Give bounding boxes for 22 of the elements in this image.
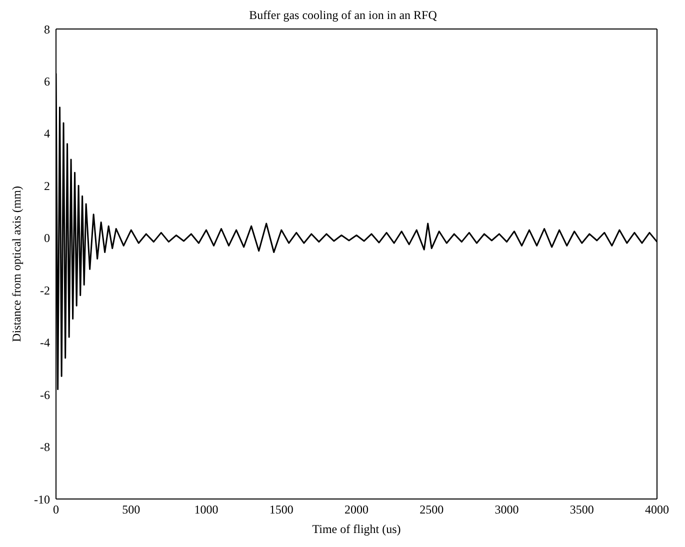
- x-tick-label: 500: [122, 502, 140, 517]
- y-tick-label: -6: [40, 388, 50, 402]
- x-tick-label: 1500: [269, 502, 294, 517]
- x-tick-label: 0: [53, 502, 59, 517]
- y-tick-label: -10: [34, 492, 50, 506]
- x-tick-label: 3000: [494, 502, 519, 517]
- y-tick-label: 6: [44, 74, 50, 88]
- x-axis-title: Time of flight (us): [312, 522, 401, 536]
- y-tick-label: -2: [40, 283, 50, 298]
- y-tick-label: -4: [40, 336, 50, 350]
- x-tick-label: 4000: [645, 502, 669, 517]
- y-tick-label: 8: [44, 22, 50, 36]
- x-tick-label: 2500: [420, 502, 444, 517]
- y-tick-label: 4: [44, 126, 50, 141]
- x-tick-label: 2000: [344, 502, 368, 517]
- chart-title: Buffer gas cooling of an ion in an RFQ: [248, 8, 438, 24]
- x-tick-label: 1000: [194, 502, 218, 517]
- y-tick-label: 0: [44, 231, 50, 246]
- y-tick-label: -8: [40, 440, 50, 454]
- x-tick-label: 3500: [570, 502, 594, 517]
- y-axis-title: Distance from optical axis (mm): [9, 186, 24, 342]
- y-tick-label: 2: [44, 178, 50, 193]
